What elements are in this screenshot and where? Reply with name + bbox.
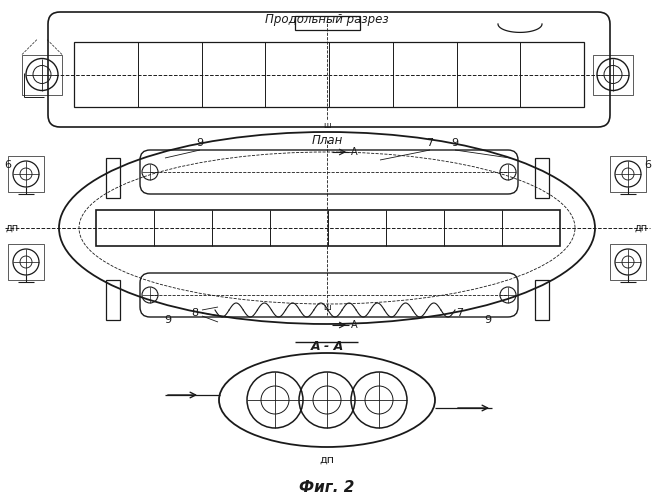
Bar [610, 244, 646, 280]
Bar [22, 54, 62, 94]
Bar [74, 42, 584, 107]
Text: А - А: А - А [310, 340, 344, 353]
Text: А: А [351, 320, 358, 330]
Text: 9: 9 [485, 315, 491, 325]
Text: 6: 6 [5, 160, 12, 170]
Bar [96, 210, 560, 246]
Text: 9: 9 [196, 138, 204, 148]
Text: План: План [311, 134, 343, 147]
Bar [106, 158, 120, 198]
Text: дп: дп [635, 223, 648, 233]
Bar [8, 156, 44, 192]
Bar [295, 16, 360, 30]
Bar [535, 158, 549, 198]
Text: А: А [351, 147, 358, 157]
Text: ш: ш [323, 121, 331, 130]
Text: 9: 9 [164, 315, 172, 325]
Text: 8: 8 [191, 308, 198, 318]
Text: дп: дп [5, 223, 18, 233]
Text: 7: 7 [457, 308, 464, 318]
Bar [535, 280, 549, 320]
Text: ш: ш [323, 302, 331, 312]
Text: 7: 7 [426, 138, 434, 148]
Text: дп: дп [320, 455, 335, 465]
Text: 6: 6 [645, 160, 652, 170]
Text: 9: 9 [451, 138, 458, 148]
Text: Фиг. 2: Фиг. 2 [299, 480, 355, 495]
Bar [106, 280, 120, 320]
Bar [593, 54, 633, 94]
Text: Продольный разрез: Продольный разрез [265, 13, 389, 26]
Bar [8, 244, 44, 280]
Bar [610, 156, 646, 192]
